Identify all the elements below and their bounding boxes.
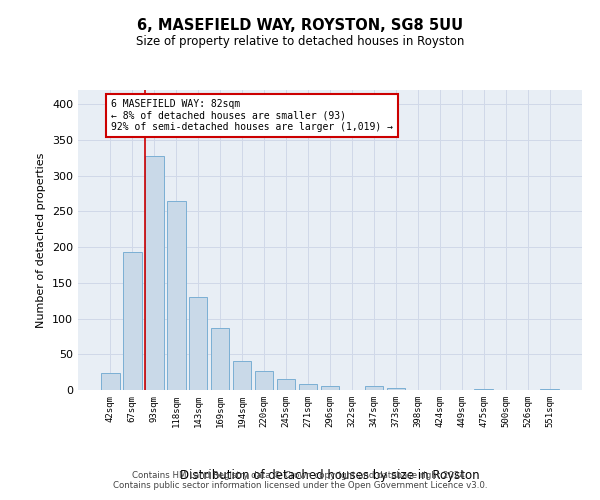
Bar [233, 362, 251, 390]
Bar [167, 200, 185, 390]
Bar [211, 328, 229, 390]
Bar [320, 386, 340, 390]
Bar [365, 386, 383, 390]
Text: Size of property relative to detached houses in Royston: Size of property relative to detached ho… [136, 35, 464, 48]
Bar [277, 378, 295, 390]
Y-axis label: Number of detached properties: Number of detached properties [37, 152, 46, 328]
Text: 6 MASEFIELD WAY: 82sqm
← 8% of detached houses are smaller (93)
92% of semi-deta: 6 MASEFIELD WAY: 82sqm ← 8% of detached … [110, 98, 392, 132]
Bar [386, 388, 405, 390]
Bar [145, 156, 164, 390]
X-axis label: Distribution of detached houses by size in Royston: Distribution of detached houses by size … [180, 469, 480, 482]
Bar [123, 252, 142, 390]
Bar [299, 384, 317, 390]
Bar [475, 388, 493, 390]
Text: 6, MASEFIELD WAY, ROYSTON, SG8 5UU: 6, MASEFIELD WAY, ROYSTON, SG8 5UU [137, 18, 463, 32]
Text: Contains HM Land Registry data © Crown copyright and database right 2024.
Contai: Contains HM Land Registry data © Crown c… [113, 470, 487, 490]
Bar [101, 373, 119, 390]
Bar [541, 388, 559, 390]
Bar [189, 297, 208, 390]
Bar [255, 372, 274, 390]
